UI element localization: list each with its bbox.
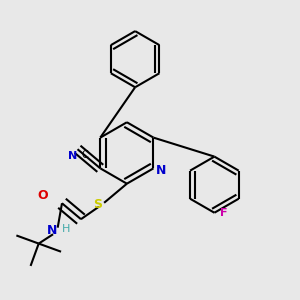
Text: F: F: [220, 208, 227, 218]
Text: N: N: [46, 224, 57, 238]
Text: C: C: [81, 150, 88, 160]
Text: O: O: [38, 188, 48, 202]
Text: N: N: [68, 152, 77, 161]
Text: N: N: [156, 164, 166, 178]
Text: S: S: [93, 198, 102, 211]
Text: H: H: [62, 224, 70, 234]
